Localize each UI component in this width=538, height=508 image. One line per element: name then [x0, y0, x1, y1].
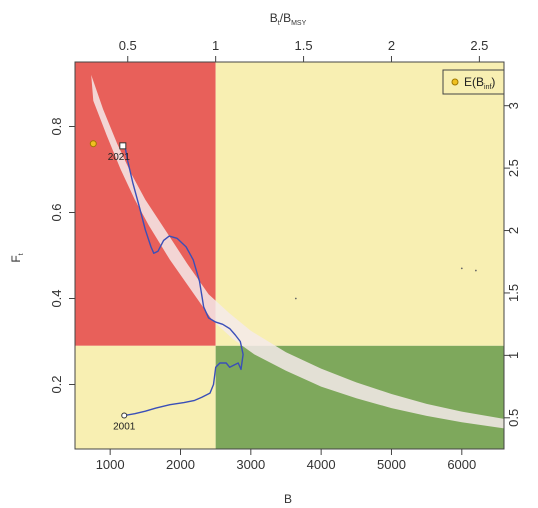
- legend-label-sub: inf: [484, 84, 491, 91]
- right-tick-label-4: 2.5: [506, 159, 521, 177]
- x-axis-top-title: Bt/BMSY: [270, 11, 307, 27]
- top-tick-label-1: 1: [212, 38, 219, 53]
- top-tick-label-3: 2: [388, 38, 395, 53]
- region-yellow-bottom: [75, 345, 216, 449]
- band-polygon: [91, 74, 504, 429]
- legend-label-close: ): [491, 75, 495, 89]
- bottom-tick-label-0: 1000: [96, 457, 125, 472]
- y-axis-right: 0.5 1 1.5 2 2.5 3: [504, 102, 521, 427]
- right-tick-label-2: 1.5: [506, 284, 521, 302]
- bottom-tick-label-4: 5000: [377, 457, 406, 472]
- left-tick-label-0: 0.2: [49, 375, 64, 393]
- right-tick-label-0: 0.5: [506, 409, 521, 427]
- stray-point-2: [474, 269, 477, 272]
- left-title-sub: t: [18, 253, 25, 255]
- bottom-tick-label-1: 2000: [166, 457, 195, 472]
- legend: E(Binf): [442, 69, 505, 95]
- top-tick-label-0: 0.5: [119, 38, 137, 53]
- x-axis-bottom: 1000 2000 3000 4000 5000 6000: [96, 449, 476, 472]
- right-tick-label-5: 3: [506, 102, 521, 109]
- x-axis-top: 0.5 1 1.5 2 2.5: [119, 38, 488, 62]
- start-point: [121, 412, 128, 419]
- top-tick-label-2: 1.5: [295, 38, 313, 53]
- right-tick-label-3: 2: [506, 227, 521, 234]
- plot-frame: [74, 61, 505, 450]
- left-tick-label-3: 0.8: [49, 117, 64, 135]
- region-yellow-top: [215, 62, 504, 346]
- start-year-label: 2001: [113, 421, 136, 432]
- right-tick-label-1: 1: [506, 352, 521, 359]
- x-axis-bottom-title: B: [284, 492, 292, 506]
- uncertainty-band: [91, 74, 504, 429]
- trajectory-line: [124, 145, 244, 417]
- left-tick-label-1: 0.4: [49, 289, 64, 307]
- legend-marker: [451, 78, 459, 86]
- quadrant-regions: [75, 62, 504, 449]
- end-point: [119, 142, 127, 150]
- y-axis-left: 0.2 0.4 0.6 0.8: [49, 117, 75, 394]
- legend-label: E(Binf): [464, 75, 495, 91]
- bottom-tick-label-2: 3000: [236, 457, 265, 472]
- expected-point: [89, 140, 97, 148]
- left-tick-label-2: 0.6: [49, 203, 64, 221]
- top-title-sub1: t: [278, 20, 280, 27]
- top-title-b2: B: [283, 11, 291, 25]
- end-year-label: 2021: [108, 152, 131, 163]
- bottom-tick-label-5: 6000: [447, 457, 476, 472]
- top-title-b1: B: [270, 11, 278, 25]
- stray-point-1: [460, 267, 463, 270]
- top-title-slash: /: [280, 11, 284, 25]
- y-axis-left-title: Ft: [9, 253, 25, 262]
- top-tick-label-4: 2.5: [470, 38, 488, 53]
- annotation-points: [89, 140, 477, 419]
- trajectory-series: [124, 145, 244, 417]
- bottom-tick-label-3: 4000: [307, 457, 336, 472]
- stray-point-0: [294, 297, 297, 300]
- top-title-sub2: MSY: [291, 20, 307, 27]
- legend-label-main: E(B: [464, 75, 484, 89]
- left-title-f: F: [9, 255, 23, 262]
